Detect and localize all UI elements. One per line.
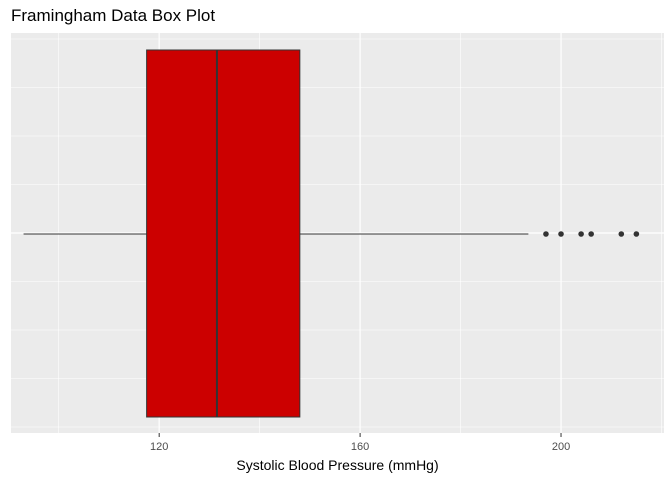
outlier-point	[588, 231, 594, 237]
x-axis-ticks: 120 160 200	[150, 433, 570, 453]
outlier-point	[558, 231, 564, 237]
outlier-point	[578, 231, 584, 237]
x-tick-label: 200	[552, 441, 570, 453]
outlier-point	[543, 231, 549, 237]
outlier-point	[633, 231, 640, 237]
interquartile-box	[146, 49, 301, 418]
box-plot-group	[23, 49, 640, 418]
chart-title: Framingham Data Box Plot	[11, 6, 216, 25]
x-axis-label: Systolic Blood Pressure (mmHg)	[236, 457, 438, 473]
outlier-point	[618, 231, 625, 237]
x-tick-label: 160	[351, 441, 369, 453]
x-tick-label: 120	[150, 441, 168, 453]
